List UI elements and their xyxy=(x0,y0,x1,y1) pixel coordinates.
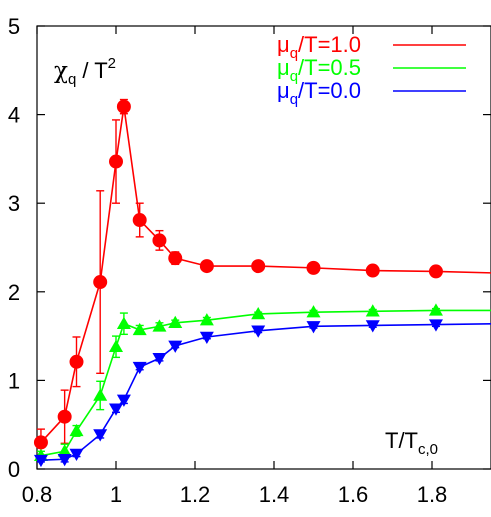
y-label-exp: 2 xyxy=(108,55,116,72)
series-line xyxy=(40,323,491,461)
y-label-chi: χ xyxy=(54,58,68,84)
data-point xyxy=(69,423,84,437)
y-axis-label: χq / T2 xyxy=(54,55,116,88)
x-axis-label-text: T/Tc,0 xyxy=(385,428,438,458)
legend-rest: /T=0.5 xyxy=(298,55,361,80)
y-tick-label: 1 xyxy=(8,368,20,393)
legend-label: μq/T=1.0 xyxy=(277,32,361,62)
legend-mu: μ xyxy=(277,32,290,57)
data-point xyxy=(132,322,147,336)
legend-entry: μq/T=0.5 xyxy=(277,55,466,85)
data-point xyxy=(306,321,321,334)
legend-label: μq/T=0.5 xyxy=(277,55,361,85)
y-tick-label: 5 xyxy=(8,14,20,39)
series-line xyxy=(40,309,491,457)
x-label-main: T/T xyxy=(385,428,418,453)
data-point xyxy=(57,454,72,467)
data-point xyxy=(168,251,183,266)
legend-q-subscript: q xyxy=(290,91,298,108)
y-tick-label: 0 xyxy=(8,457,20,482)
legend-entry: μq/T=1.0 xyxy=(277,32,466,62)
legend-entry: μq/T=0.0 xyxy=(277,78,466,108)
data-point xyxy=(152,319,167,332)
data-point xyxy=(116,99,131,114)
data-point xyxy=(306,305,321,318)
data-point xyxy=(428,264,443,279)
legend-mu: μ xyxy=(277,78,290,103)
y-axis-label-text: χq / T2 xyxy=(54,55,116,88)
data-point xyxy=(152,233,167,248)
legend-rest: /T=1.0 xyxy=(298,32,361,57)
data-point xyxy=(168,340,183,353)
axis-ticks: 0.8 1 1.2 1.4 1.6 1.8 2 0 1 2 3 4 5 xyxy=(8,14,491,507)
x-tick-label: 1.8 xyxy=(417,482,448,507)
legend-mu: μ xyxy=(277,55,290,80)
x-tick-label: 1 xyxy=(110,482,122,507)
x-tick-label: 1.4 xyxy=(259,482,290,507)
x-tick-label: 1.6 xyxy=(338,482,369,507)
data-point xyxy=(116,394,131,407)
series-0 xyxy=(33,98,491,457)
series-layer xyxy=(33,98,491,468)
y-label-q-subscript: q xyxy=(68,71,76,88)
data-point xyxy=(251,259,266,274)
data-point xyxy=(69,354,84,369)
data-point xyxy=(251,306,266,320)
legend-label: μq/T=0.0 xyxy=(277,78,361,108)
data-point xyxy=(199,259,214,274)
data-point xyxy=(109,403,123,416)
data-point xyxy=(152,353,167,366)
data-point xyxy=(109,154,123,169)
legend-rest: /T=0.0 xyxy=(298,78,361,103)
data-point xyxy=(168,315,183,329)
data-point xyxy=(57,444,72,457)
y-tick-label: 3 xyxy=(8,191,20,216)
data-point xyxy=(57,409,72,424)
legend-q-subscript: q xyxy=(290,68,298,85)
data-point xyxy=(365,304,380,317)
x-tick-label: 0.8 xyxy=(22,482,53,507)
data-point xyxy=(109,339,123,352)
data-point xyxy=(33,454,48,468)
legend: μq/T=1.0μq/T=0.5μq/T=0.0 xyxy=(277,32,466,108)
y-label-sep: / T xyxy=(76,58,107,83)
plot-frame xyxy=(36,25,491,470)
y-tick-label: 2 xyxy=(8,280,20,305)
data-point xyxy=(132,213,147,228)
data-point xyxy=(428,319,443,332)
data-point xyxy=(306,260,321,275)
data-point xyxy=(428,303,443,316)
data-point xyxy=(251,325,266,338)
data-point xyxy=(365,263,380,278)
data-point xyxy=(199,331,214,344)
data-point xyxy=(199,313,214,326)
data-point xyxy=(116,316,131,329)
data-point xyxy=(132,361,147,375)
x-axis-label: T/Tc,0 xyxy=(385,428,438,458)
legend-q-subscript: q xyxy=(290,45,298,62)
data-point xyxy=(93,275,108,290)
series-line xyxy=(40,106,491,443)
data-point xyxy=(93,388,108,401)
y-tick-label: 4 xyxy=(8,103,20,128)
series-1 xyxy=(33,303,491,461)
x-label-subscript: c,0 xyxy=(418,441,438,458)
series-2 xyxy=(33,319,491,468)
x-tick-label: 1.2 xyxy=(180,482,211,507)
data-point xyxy=(33,435,48,450)
data-point xyxy=(365,320,380,333)
data-point xyxy=(69,448,84,461)
data-point xyxy=(93,429,108,442)
